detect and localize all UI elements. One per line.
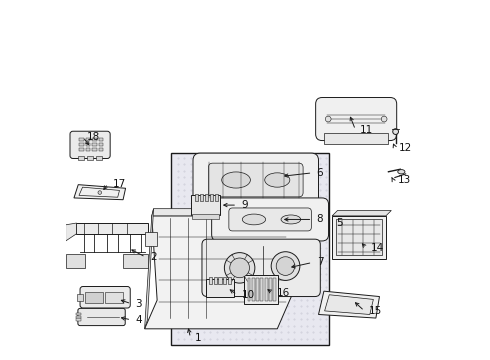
Text: 15: 15 bbox=[368, 306, 382, 316]
Bar bbox=[105, 292, 123, 303]
Bar bbox=[269, 278, 272, 301]
Text: 6: 6 bbox=[317, 168, 323, 178]
Ellipse shape bbox=[393, 129, 398, 134]
Text: 14: 14 bbox=[370, 243, 384, 253]
Bar bbox=[324, 133, 389, 144]
Bar bbox=[86, 143, 90, 146]
Bar bbox=[252, 278, 255, 301]
Bar bbox=[85, 292, 102, 303]
Bar bbox=[215, 194, 218, 201]
Ellipse shape bbox=[243, 214, 266, 225]
Ellipse shape bbox=[281, 215, 301, 224]
Bar bbox=[192, 215, 219, 220]
Bar bbox=[92, 143, 97, 146]
Text: 9: 9 bbox=[242, 200, 248, 210]
Bar bbox=[79, 143, 84, 146]
Ellipse shape bbox=[381, 116, 387, 122]
Polygon shape bbox=[332, 211, 392, 216]
Bar bbox=[228, 277, 231, 284]
FancyBboxPatch shape bbox=[208, 163, 303, 197]
FancyBboxPatch shape bbox=[80, 287, 130, 308]
Text: 7: 7 bbox=[317, 257, 323, 267]
Bar bbox=[219, 277, 221, 284]
Polygon shape bbox=[318, 291, 379, 318]
Bar bbox=[98, 148, 103, 151]
Bar bbox=[76, 313, 81, 315]
Bar bbox=[191, 195, 220, 215]
Ellipse shape bbox=[325, 116, 331, 122]
Bar bbox=[66, 253, 85, 268]
Bar bbox=[195, 194, 198, 201]
Bar bbox=[260, 278, 263, 301]
Bar bbox=[76, 319, 81, 320]
Ellipse shape bbox=[98, 191, 101, 194]
Polygon shape bbox=[324, 295, 373, 315]
Bar bbox=[205, 279, 234, 297]
Bar bbox=[86, 148, 90, 151]
Polygon shape bbox=[145, 216, 295, 329]
Bar bbox=[332, 216, 386, 259]
Bar bbox=[214, 277, 217, 284]
FancyBboxPatch shape bbox=[70, 131, 110, 158]
Polygon shape bbox=[74, 185, 125, 200]
FancyBboxPatch shape bbox=[212, 198, 329, 241]
Bar bbox=[98, 143, 103, 146]
Bar bbox=[209, 277, 212, 284]
FancyBboxPatch shape bbox=[202, 239, 320, 297]
Polygon shape bbox=[152, 209, 290, 216]
Ellipse shape bbox=[271, 252, 300, 280]
Text: 13: 13 bbox=[397, 175, 411, 185]
Bar bbox=[205, 194, 208, 201]
Bar bbox=[244, 275, 278, 304]
Text: 17: 17 bbox=[112, 179, 125, 189]
Polygon shape bbox=[145, 209, 153, 329]
Bar bbox=[123, 253, 148, 268]
Text: 11: 11 bbox=[360, 125, 373, 135]
Ellipse shape bbox=[224, 253, 255, 283]
Bar bbox=[98, 138, 103, 141]
FancyBboxPatch shape bbox=[316, 98, 397, 140]
Ellipse shape bbox=[276, 257, 295, 275]
Bar bbox=[273, 278, 276, 301]
Bar bbox=[336, 220, 382, 255]
Text: 12: 12 bbox=[399, 143, 413, 153]
Bar bbox=[256, 278, 259, 301]
Bar bbox=[96, 156, 102, 160]
Bar bbox=[79, 138, 84, 141]
Ellipse shape bbox=[221, 172, 250, 188]
Bar bbox=[78, 156, 84, 160]
Text: 3: 3 bbox=[136, 299, 142, 309]
Text: 16: 16 bbox=[277, 288, 291, 298]
Ellipse shape bbox=[398, 170, 405, 174]
Text: 4: 4 bbox=[136, 315, 142, 325]
Text: 8: 8 bbox=[317, 215, 323, 224]
Bar bbox=[200, 194, 203, 201]
Ellipse shape bbox=[265, 173, 290, 187]
Bar bbox=[247, 278, 250, 301]
Text: 10: 10 bbox=[242, 290, 254, 300]
Polygon shape bbox=[66, 223, 76, 241]
Bar bbox=[87, 156, 93, 160]
Ellipse shape bbox=[230, 258, 249, 278]
Bar bbox=[86, 138, 90, 141]
FancyBboxPatch shape bbox=[78, 309, 125, 325]
Bar bbox=[223, 277, 226, 284]
Text: 18: 18 bbox=[87, 132, 100, 142]
Bar bbox=[92, 138, 97, 141]
Bar bbox=[265, 278, 268, 301]
Bar bbox=[79, 148, 84, 151]
Bar bbox=[76, 223, 148, 234]
Bar bbox=[146, 232, 157, 246]
Bar bbox=[76, 316, 81, 318]
Text: 2: 2 bbox=[150, 252, 157, 262]
Bar bbox=[172, 153, 329, 345]
Bar bbox=[210, 194, 213, 201]
FancyBboxPatch shape bbox=[193, 153, 318, 207]
Text: 5: 5 bbox=[337, 218, 343, 228]
Text: 1: 1 bbox=[195, 333, 201, 343]
Bar bbox=[92, 148, 97, 151]
FancyBboxPatch shape bbox=[229, 208, 311, 231]
Polygon shape bbox=[77, 294, 83, 301]
